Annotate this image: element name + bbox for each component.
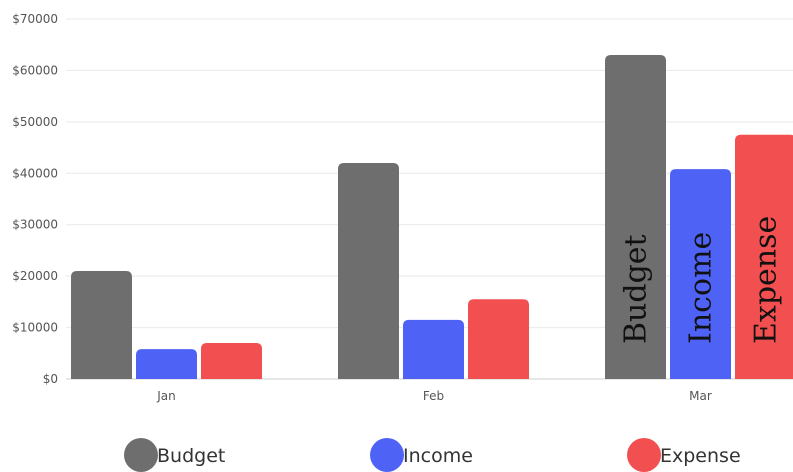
bar-budget-jan [71,271,132,379]
bar-label-budget: Budget [619,234,654,344]
bar-income-feb [403,319,464,379]
legend-swatch [627,438,661,472]
y-tick-label: $50000 [12,115,58,129]
bar-budget-mar [605,55,666,379]
legend-swatch [370,438,404,472]
y-tick-label: $60000 [12,63,58,77]
legend-item-expense: Expense [627,438,741,472]
y-tick-label: $40000 [12,166,58,180]
y-tick-label: $20000 [12,269,58,283]
bar-budget-feb [338,163,399,379]
legend: Budget Income Expense [124,438,741,472]
x-tick-label: Jan [156,389,176,403]
bar-expense-feb [468,299,529,379]
bar-expense-jan [201,343,262,379]
y-tick-label: $70000 [12,12,58,26]
bar-label-income: Income [684,232,719,344]
y-tick-label: $30000 [12,218,58,232]
legend-item-income: Income [370,438,473,472]
x-axis-ticks: Jan Feb Mar [156,389,712,403]
bar-label-expense: Expense [749,216,784,344]
legend-swatch [124,438,158,472]
bar-expense-mar [735,134,793,379]
bars [71,55,793,379]
legend-item-budget: Budget [124,438,225,472]
legend-label: Budget [157,445,225,467]
bar-labels: Budget Income Expense [619,216,784,344]
y-tick-label: $0 [43,372,58,386]
y-axis-ticks: $0 $10000 $20000 $30000 $40000 $50000 $60000 $7… [12,12,58,386]
legend-label: Expense [660,445,741,467]
legend-label: Income [403,445,473,467]
x-tick-label: Mar [689,389,712,403]
grid-lines [66,18,793,380]
x-tick-label: Feb [423,389,444,403]
bar-income-mar [670,169,731,379]
bar-income-jan [136,349,197,379]
y-tick-label: $10000 [12,321,58,335]
